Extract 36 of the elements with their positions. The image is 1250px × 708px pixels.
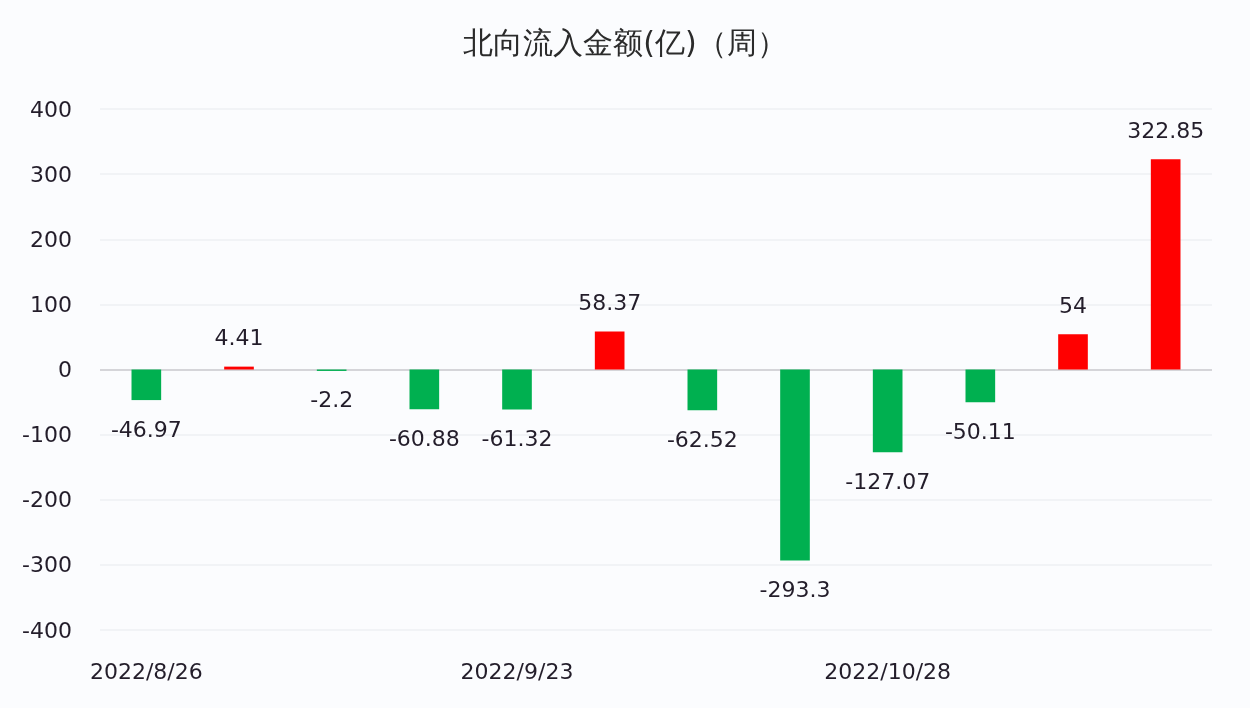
data-label: 54 xyxy=(1059,292,1087,318)
data-label: -127.07 xyxy=(845,468,931,494)
y-tick-label: -300 xyxy=(22,552,72,578)
bar xyxy=(1150,159,1181,370)
chart-title: 北向流入金额(亿)（周） xyxy=(463,24,787,60)
bar xyxy=(687,369,718,411)
y-tick-label: -100 xyxy=(22,422,72,448)
data-label: -2.2 xyxy=(310,387,354,413)
data-label: -46.97 xyxy=(110,416,182,442)
x-tick-label: 2022/10/28 xyxy=(824,658,952,684)
x-tick-label: 2022/9/23 xyxy=(460,658,574,684)
y-tick-label: -200 xyxy=(22,487,72,513)
data-label: -62.52 xyxy=(666,426,738,452)
data-label: 4.41 xyxy=(214,325,264,351)
bar xyxy=(224,366,254,370)
y-tick-label: 200 xyxy=(30,226,72,252)
y-tick-label: 0 xyxy=(58,357,72,382)
data-label: -60.88 xyxy=(388,425,460,451)
data-label: -293.3 xyxy=(759,577,831,603)
bar xyxy=(502,369,532,410)
bar xyxy=(780,369,810,561)
bar xyxy=(409,369,440,410)
data-label: -61.32 xyxy=(481,425,553,451)
data-label: 322.85 xyxy=(1127,117,1205,143)
bar xyxy=(965,369,996,403)
y-tick-label: 400 xyxy=(30,96,72,122)
bar xyxy=(872,369,903,453)
bar xyxy=(594,331,625,370)
y-tick-label: 300 xyxy=(30,161,72,187)
data-label: -50.11 xyxy=(944,418,1016,444)
bar xyxy=(131,369,162,401)
y-tick-label: 100 xyxy=(30,291,72,317)
x-tick-label: 2022/8/26 xyxy=(89,658,203,684)
y-tick-label: -400 xyxy=(22,617,72,643)
bar xyxy=(1058,334,1088,370)
data-label: 58.37 xyxy=(578,289,642,315)
